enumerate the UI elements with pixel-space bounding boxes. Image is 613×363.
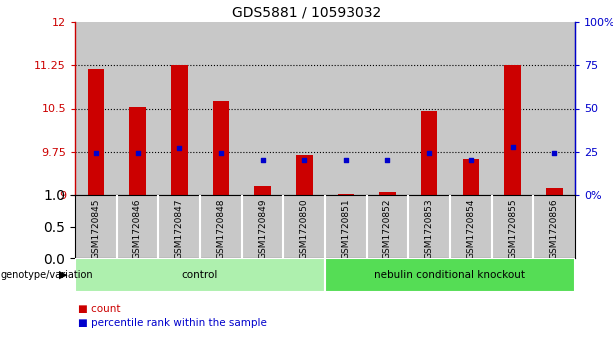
Point [341,158,351,163]
Text: GSM1720845: GSM1720845 [91,198,101,259]
Point [257,158,267,163]
Bar [283,22,325,195]
Bar [533,22,575,195]
Bar [213,101,229,195]
Text: GSM1720847: GSM1720847 [175,198,184,259]
Text: GSM1720855: GSM1720855 [508,198,517,259]
Text: GSM1720849: GSM1720849 [258,198,267,259]
Text: ■ percentile rank within the sample: ■ percentile rank within the sample [78,318,267,328]
Bar [242,22,283,195]
Bar [158,22,200,195]
Bar [379,192,396,195]
Text: control: control [182,270,218,280]
Bar [200,22,242,195]
Bar [450,22,492,195]
Bar [450,22,492,195]
Point [508,144,517,150]
Point [299,158,309,163]
Text: GSM1720851: GSM1720851 [341,198,351,259]
Bar [158,22,200,195]
Bar [462,159,479,195]
Bar [492,22,533,195]
Point [91,151,101,156]
Text: GSM1720848: GSM1720848 [216,198,226,259]
Bar [75,22,116,195]
Point [424,151,434,156]
Point [466,158,476,163]
Bar [325,22,367,195]
Text: nebulin conditional knockout: nebulin conditional knockout [375,270,525,280]
Point [216,151,226,156]
Bar [504,65,521,195]
Bar [171,65,188,195]
Bar [408,22,450,195]
Bar [200,22,242,195]
Text: GSM1720854: GSM1720854 [466,198,475,259]
Bar [129,107,146,195]
Bar [325,258,575,292]
Bar [75,22,116,195]
Bar [533,22,575,195]
Text: GSM1720846: GSM1720846 [133,198,142,259]
Bar [367,22,408,195]
Bar [254,186,271,195]
Text: genotype/variation: genotype/variation [1,270,93,280]
Text: GSM1720856: GSM1720856 [550,198,558,259]
Bar [283,22,325,195]
Bar [492,22,533,195]
Bar [116,22,158,195]
Point [132,151,142,156]
Point [174,146,184,151]
Bar [75,258,325,292]
Text: GSM1720853: GSM1720853 [425,198,433,259]
Bar [88,69,104,195]
Point [549,151,559,156]
Bar [116,22,158,195]
Bar [408,22,450,195]
Text: GDS5881 / 10593032: GDS5881 / 10593032 [232,5,381,19]
Bar [367,22,408,195]
Bar [296,155,313,195]
Text: ■ count: ■ count [78,304,121,314]
Point [383,158,392,163]
Text: GSM1720852: GSM1720852 [383,198,392,259]
Text: ▶: ▶ [58,270,67,280]
Bar [421,111,438,195]
Bar [546,188,563,195]
Bar [325,22,367,195]
Bar [242,22,283,195]
Text: GSM1720850: GSM1720850 [300,198,309,259]
